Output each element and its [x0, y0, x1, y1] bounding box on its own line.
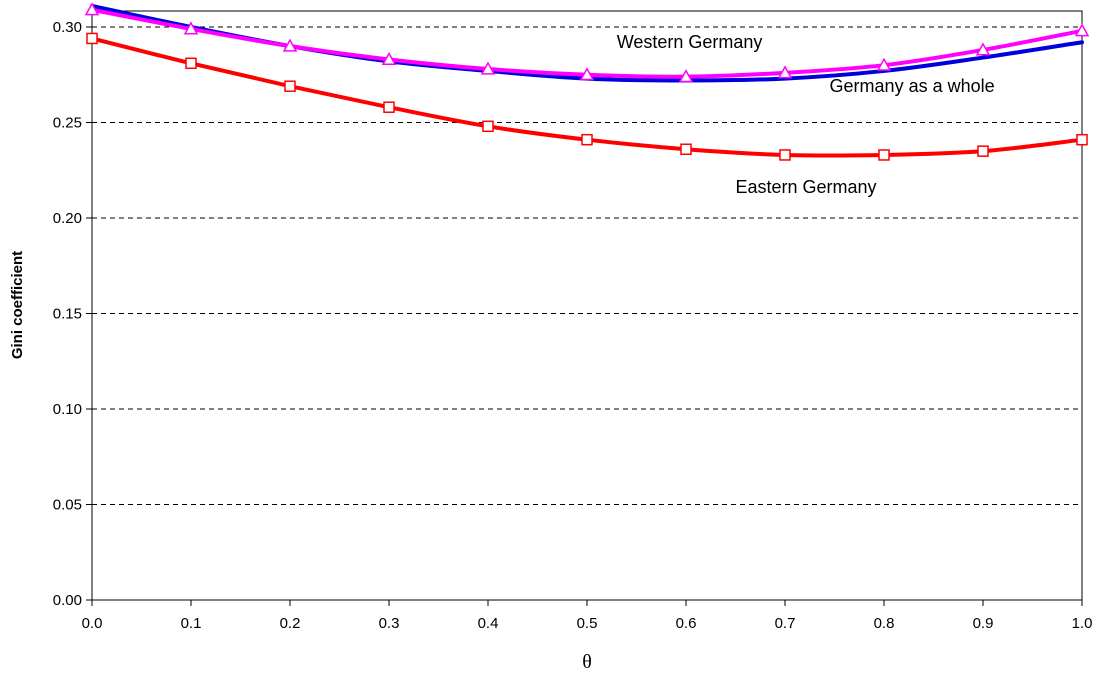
marker-eastern-germany [383, 101, 395, 113]
marker-eastern-germany [878, 149, 890, 161]
annotation-western-germany: Western Germany [617, 32, 763, 52]
marker-western-germany [381, 51, 397, 66]
marker-eastern-germany [86, 32, 98, 45]
x-tick-label: 0.3 [379, 615, 400, 632]
marker-western-germany [282, 38, 298, 52]
x-tick-label: 0.9 [973, 615, 994, 632]
marker-western-germany [579, 67, 595, 81]
annotations: Western Germany Germany as a whole Eastern… [617, 32, 995, 197]
x-tick-label: 0.8 [874, 615, 895, 632]
marker-eastern-germany [779, 149, 791, 161]
x-tick-label: 0.5 [577, 615, 598, 632]
marker-eastern-germany [482, 120, 494, 133]
marker-eastern-germany [185, 57, 197, 70]
marker-western-germany [1074, 23, 1090, 37]
marker-western-germany [876, 57, 892, 71]
marker-eastern-germany [680, 143, 692, 155]
x-tick-label: 0.0 [82, 615, 103, 632]
marker-eastern-germany [284, 80, 296, 92]
x-tick-label: 0.1 [181, 615, 202, 632]
y-tick-label: 0.10 [53, 401, 82, 418]
marker-eastern-germany [581, 133, 593, 146]
y-tick-label: 0.15 [53, 306, 82, 323]
y-tick-label: 0.25 [53, 115, 82, 132]
x-tick-label: 0.2 [280, 615, 301, 632]
y-tick-label: 0.30 [53, 19, 82, 36]
marker-eastern-germany [1076, 133, 1088, 146]
y-axis: 0.00 0.05 0.10 0.15 0.20 0.25 0.30 [53, 19, 92, 609]
x-tick-label: 0.4 [478, 615, 499, 632]
y-tick-label: 0.05 [53, 497, 82, 514]
series-line-eastern-germany [90, 36, 1084, 158]
x-tick-label: 0.7 [775, 615, 796, 632]
markers-layer [84, 2, 1090, 161]
y-tick-label: 0.00 [53, 592, 82, 609]
x-tick-label: 1.0 [1072, 615, 1093, 632]
x-tick-label: 0.6 [676, 615, 697, 632]
marker-western-germany [183, 21, 199, 35]
x-axis-label: θ [582, 651, 592, 673]
annotation-germany-as-a-whole: Germany as a whole [830, 76, 995, 96]
marker-western-germany [84, 2, 100, 16]
y-axis-label: Gini coefficient [9, 251, 26, 359]
marker-western-germany [678, 69, 694, 83]
plot-area [91, 10, 1083, 601]
x-axis: 0.0 0.1 0.2 0.3 0.4 0.5 0.6 0.7 0.8 0.9 1.0 [82, 600, 1093, 632]
marker-western-germany [777, 65, 793, 79]
grid-lines [92, 26, 1082, 505]
marker-western-germany [975, 42, 991, 56]
marker-western-germany [480, 61, 496, 75]
y-tick-label: 0.20 [53, 210, 82, 227]
annotation-eastern-germany: Eastern Germany [736, 177, 877, 197]
marker-eastern-germany [977, 145, 989, 157]
